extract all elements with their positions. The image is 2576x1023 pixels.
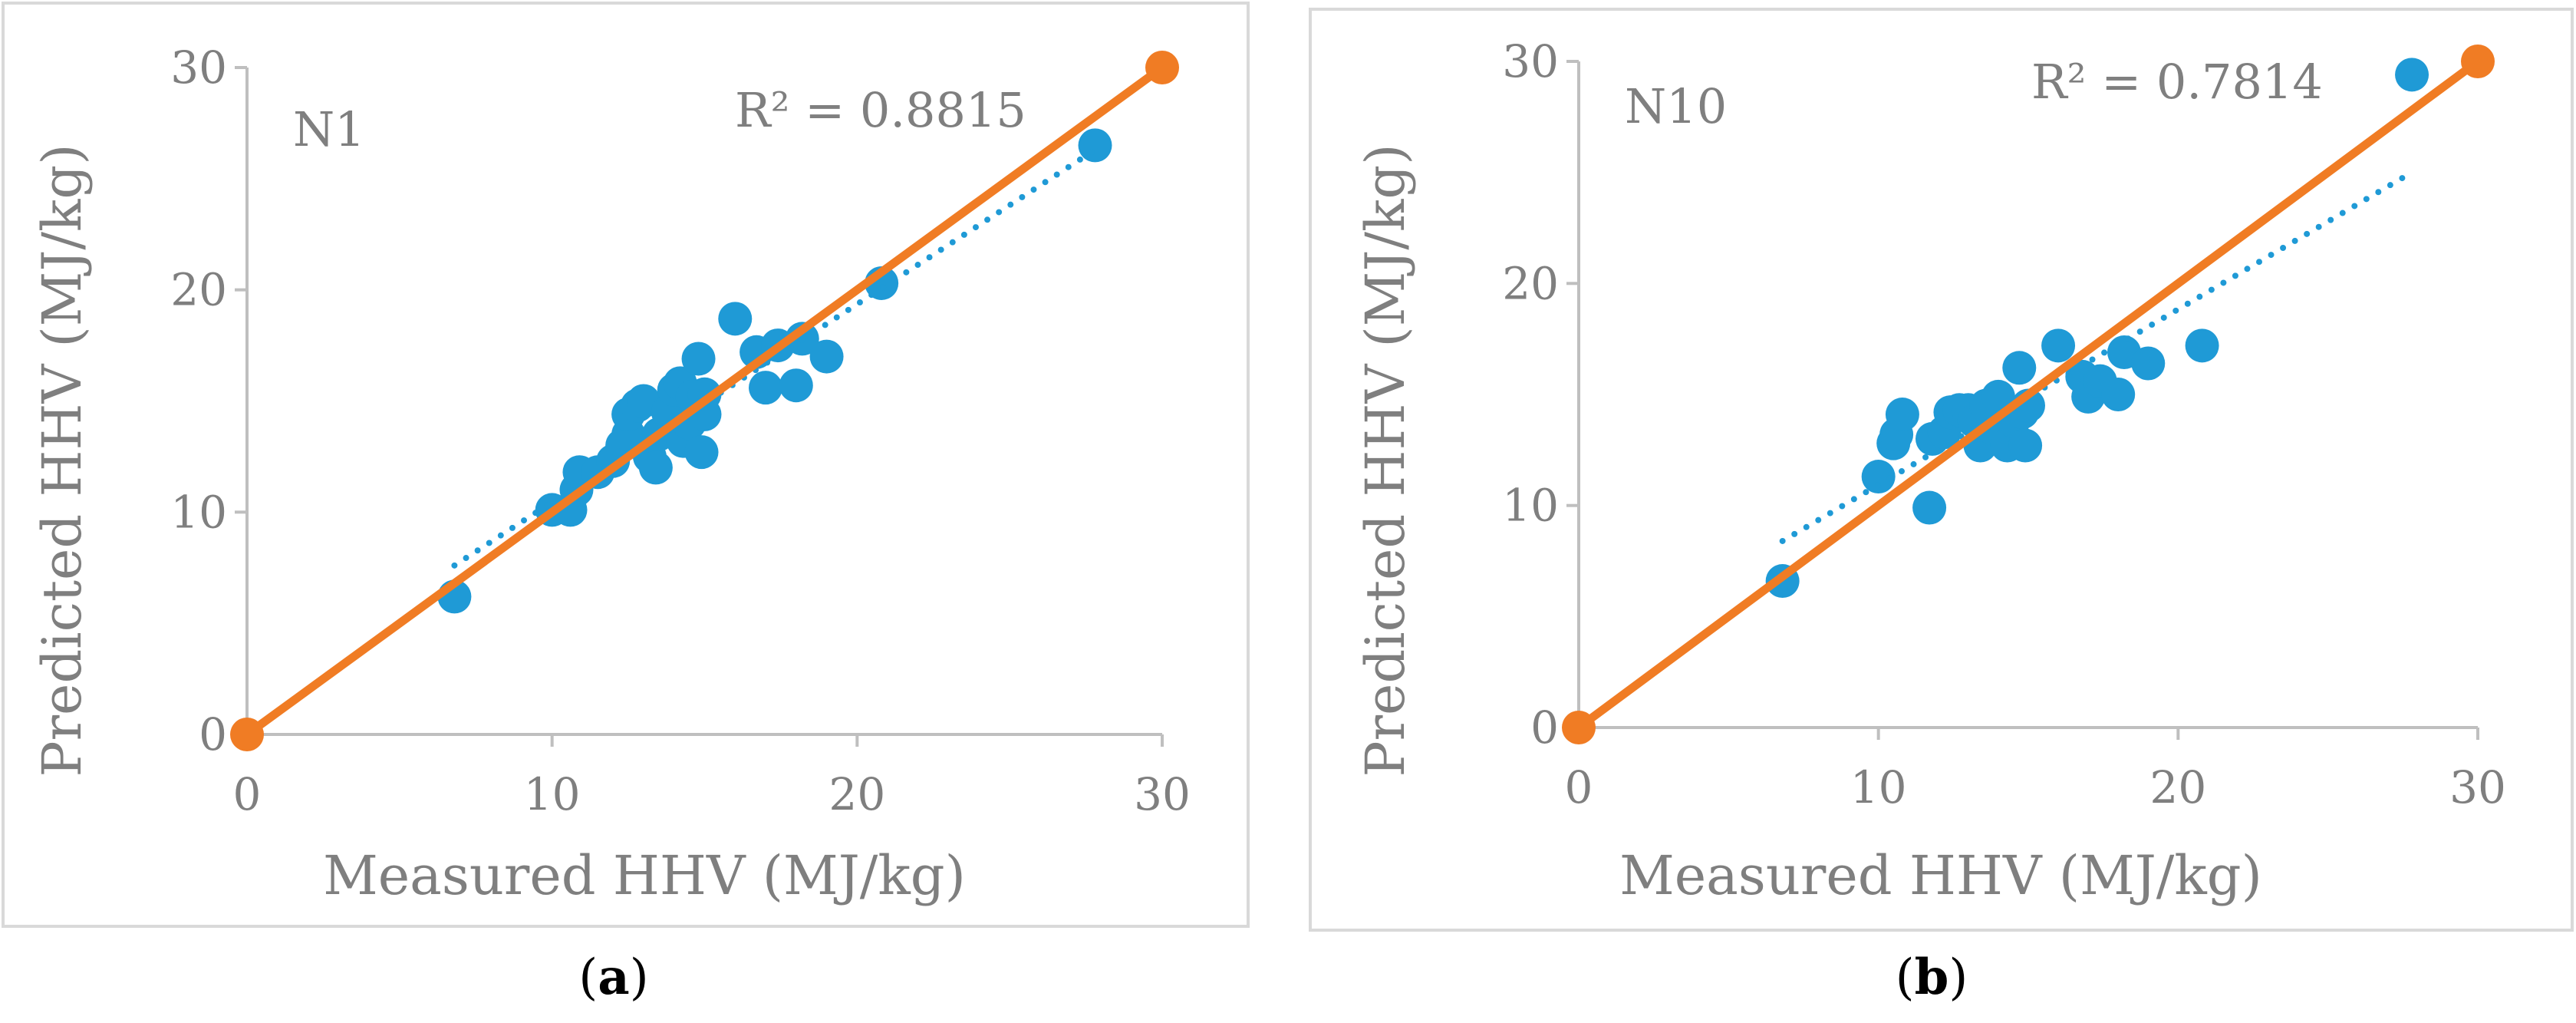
x-axis-title: Measured HHV (MJ/kg) (323, 844, 966, 907)
data-point (2041, 328, 2076, 363)
x-tick-label: 0 (1565, 761, 1593, 813)
data-point (1861, 460, 1896, 494)
chart-panel-b: 0 10 20 30 0 10 20 30 Measured HHV (MJ/k… (1309, 8, 2574, 932)
x-tick-label: 30 (1134, 768, 1191, 820)
y-tick-label: 0 (199, 708, 227, 761)
r-squared-label: R² = 0.8815 (735, 82, 1026, 138)
caption-letter: a (598, 949, 629, 1006)
caption-close: ) (1948, 949, 1968, 1006)
data-point (1078, 128, 1112, 163)
chart-panel-a: 0 10 20 30 0 10 20 30 Measured HHV (MJ/k… (2, 2, 1250, 928)
trendline (451, 147, 1099, 569)
y-tick-label: 30 (1502, 35, 1559, 87)
plot-area (230, 51, 1179, 751)
panel-label: N10 (1625, 78, 1727, 134)
data-point (1885, 398, 1919, 432)
ideal-line-marker (2461, 45, 2495, 78)
plot-area (1562, 45, 2495, 744)
x-tick-label: 10 (1850, 761, 1907, 813)
caption-close: ) (630, 949, 649, 1006)
y-axis-title: Predicted HHV (MJ/kg) (1354, 144, 1417, 777)
data-point (749, 371, 783, 405)
ideal-line-marker (1145, 51, 1179, 84)
data-point (684, 435, 719, 470)
caption-open: ( (1896, 949, 1915, 1006)
data-point (1912, 490, 1947, 525)
data-point (2002, 351, 2037, 385)
x-tick-label: 10 (524, 768, 581, 820)
trendline (1779, 169, 2416, 544)
x-tick-label: 20 (2149, 761, 2206, 813)
data-point (809, 339, 844, 374)
chart-border (1309, 8, 2574, 932)
x-tick-label: 0 (233, 768, 262, 820)
ideal-line-marker (230, 718, 264, 751)
y-tick-label: 0 (1530, 701, 1559, 754)
ideal-line (244, 64, 1165, 738)
r-squared-label: R² = 0.7814 (2031, 54, 2323, 110)
data-point (1981, 379, 2015, 414)
caption-open: ( (578, 949, 598, 1006)
caption-a: (a) (578, 949, 648, 1006)
panel-label: N1 (293, 101, 365, 157)
data-point (779, 368, 813, 403)
data-point (718, 302, 753, 336)
x-tick-label: 20 (828, 768, 885, 820)
y-tick-label: 20 (170, 264, 227, 316)
data-point (2101, 378, 2136, 411)
x-tick-label: 30 (2449, 761, 2506, 813)
y-tick-label: 20 (1502, 257, 1559, 309)
y-axis-title: Predicted HHV (MJ/kg) (31, 144, 94, 777)
ideal-line-marker (1562, 711, 1596, 744)
data-point (2395, 58, 2429, 92)
data-point (2008, 428, 2043, 463)
y-tick-label: 30 (170, 41, 227, 94)
data-point (2185, 328, 2219, 363)
data-point (638, 450, 673, 485)
data-point (681, 342, 716, 376)
y-tick-label: 10 (170, 486, 227, 538)
ideal-line (1576, 58, 2481, 731)
data-point (2131, 346, 2166, 381)
y-tick-label: 10 (1502, 480, 1559, 532)
x-axis-title: Measured HHV (MJ/kg) (1619, 844, 2262, 907)
caption-b: (b) (1896, 949, 1968, 1006)
caption-letter: b (1915, 949, 1949, 1006)
